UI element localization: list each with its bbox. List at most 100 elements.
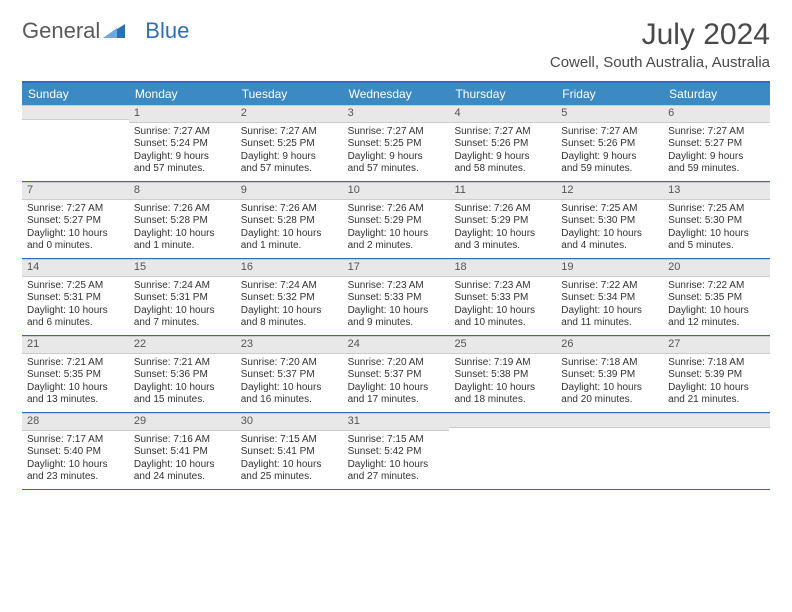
- day-number: 2: [236, 105, 343, 123]
- day-line: Daylight: 9 hours: [668, 151, 765, 164]
- day-line: Sunrise: 7:25 AM: [668, 203, 765, 216]
- day-line: Sunset: 5:30 PM: [561, 215, 658, 228]
- day-line: Sunrise: 7:26 AM: [454, 203, 551, 216]
- day-number: 17: [343, 259, 450, 277]
- day-line: and 0 minutes.: [27, 240, 124, 253]
- day-header-cell: Saturday: [663, 83, 770, 105]
- day-cell: 1Sunrise: 7:27 AMSunset: 5:24 PMDaylight…: [129, 105, 236, 181]
- logo: General Blue: [22, 18, 189, 44]
- day-content: Sunrise: 7:25 AMSunset: 5:31 PMDaylight:…: [22, 277, 129, 335]
- logo-text-general: General: [22, 18, 100, 44]
- day-line: Sunrise: 7:27 AM: [27, 203, 124, 216]
- day-cell: 10Sunrise: 7:26 AMSunset: 5:29 PMDayligh…: [343, 182, 450, 258]
- day-number: 5: [556, 105, 663, 123]
- day-number: 21: [22, 336, 129, 354]
- day-line: Sunset: 5:28 PM: [241, 215, 338, 228]
- day-cell: 13Sunrise: 7:25 AMSunset: 5:30 PMDayligh…: [663, 182, 770, 258]
- day-cell: 21Sunrise: 7:21 AMSunset: 5:35 PMDayligh…: [22, 336, 129, 412]
- day-cell: 2Sunrise: 7:27 AMSunset: 5:25 PMDaylight…: [236, 105, 343, 181]
- week-row: 7Sunrise: 7:27 AMSunset: 5:27 PMDaylight…: [22, 182, 770, 259]
- header: General Blue July 2024 Cowell, South Aus…: [22, 18, 770, 71]
- day-line: Sunrise: 7:27 AM: [348, 126, 445, 139]
- day-line: Sunrise: 7:18 AM: [668, 357, 765, 370]
- day-line: Sunrise: 7:21 AM: [134, 357, 231, 370]
- day-line: Daylight: 10 hours: [27, 382, 124, 395]
- day-number: 4: [449, 105, 556, 123]
- day-line: Sunset: 5:41 PM: [134, 446, 231, 459]
- day-line: Sunset: 5:42 PM: [348, 446, 445, 459]
- day-line: Sunset: 5:39 PM: [561, 369, 658, 382]
- day-line: Sunset: 5:33 PM: [454, 292, 551, 305]
- day-content: Sunrise: 7:18 AMSunset: 5:39 PMDaylight:…: [663, 354, 770, 412]
- day-number: 9: [236, 182, 343, 200]
- day-line: Sunset: 5:26 PM: [454, 138, 551, 151]
- day-line: and 58 minutes.: [454, 163, 551, 176]
- day-number: 14: [22, 259, 129, 277]
- day-line: Sunrise: 7:21 AM: [27, 357, 124, 370]
- day-number: 19: [556, 259, 663, 277]
- day-line: Daylight: 9 hours: [454, 151, 551, 164]
- day-line: Sunset: 5:33 PM: [348, 292, 445, 305]
- day-cell: [663, 413, 770, 489]
- day-line: and 57 minutes.: [241, 163, 338, 176]
- day-line: Sunrise: 7:19 AM: [454, 357, 551, 370]
- day-content: Sunrise: 7:18 AMSunset: 5:39 PMDaylight:…: [556, 354, 663, 412]
- day-header-row: SundayMondayTuesdayWednesdayThursdayFrid…: [22, 83, 770, 105]
- day-line: and 57 minutes.: [134, 163, 231, 176]
- day-line: Sunset: 5:29 PM: [454, 215, 551, 228]
- day-header-cell: Monday: [129, 83, 236, 105]
- day-line: Daylight: 9 hours: [241, 151, 338, 164]
- day-line: and 15 minutes.: [134, 394, 231, 407]
- day-line: Daylight: 10 hours: [241, 305, 338, 318]
- day-number: 10: [343, 182, 450, 200]
- day-cell: 23Sunrise: 7:20 AMSunset: 5:37 PMDayligh…: [236, 336, 343, 412]
- day-content: Sunrise: 7:27 AMSunset: 5:25 PMDaylight:…: [343, 123, 450, 181]
- day-content: Sunrise: 7:21 AMSunset: 5:35 PMDaylight:…: [22, 354, 129, 412]
- day-line: and 59 minutes.: [561, 163, 658, 176]
- day-number: 11: [449, 182, 556, 200]
- day-number: 16: [236, 259, 343, 277]
- day-content: Sunrise: 7:25 AMSunset: 5:30 PMDaylight:…: [663, 200, 770, 258]
- day-line: Sunset: 5:36 PM: [134, 369, 231, 382]
- day-number: 23: [236, 336, 343, 354]
- day-number: [556, 413, 663, 428]
- day-line: Daylight: 10 hours: [668, 382, 765, 395]
- day-line: Daylight: 10 hours: [348, 228, 445, 241]
- day-content: Sunrise: 7:24 AMSunset: 5:32 PMDaylight:…: [236, 277, 343, 335]
- day-line: Daylight: 10 hours: [668, 228, 765, 241]
- day-cell: 6Sunrise: 7:27 AMSunset: 5:27 PMDaylight…: [663, 105, 770, 181]
- day-line: Sunset: 5:32 PM: [241, 292, 338, 305]
- day-cell: 12Sunrise: 7:25 AMSunset: 5:30 PMDayligh…: [556, 182, 663, 258]
- day-line: and 20 minutes.: [561, 394, 658, 407]
- day-line: and 11 minutes.: [561, 317, 658, 330]
- day-cell: 25Sunrise: 7:19 AMSunset: 5:38 PMDayligh…: [449, 336, 556, 412]
- day-line: Sunset: 5:25 PM: [241, 138, 338, 151]
- day-line: Sunset: 5:29 PM: [348, 215, 445, 228]
- day-content: Sunrise: 7:17 AMSunset: 5:40 PMDaylight:…: [22, 431, 129, 489]
- day-line: Sunset: 5:34 PM: [561, 292, 658, 305]
- day-line: Daylight: 10 hours: [241, 228, 338, 241]
- day-line: Sunrise: 7:22 AM: [561, 280, 658, 293]
- day-line: and 10 minutes.: [454, 317, 551, 330]
- day-cell: 9Sunrise: 7:26 AMSunset: 5:28 PMDaylight…: [236, 182, 343, 258]
- day-line: and 8 minutes.: [241, 317, 338, 330]
- day-content: Sunrise: 7:19 AMSunset: 5:38 PMDaylight:…: [449, 354, 556, 412]
- day-cell: 29Sunrise: 7:16 AMSunset: 5:41 PMDayligh…: [129, 413, 236, 489]
- day-cell: 17Sunrise: 7:23 AMSunset: 5:33 PMDayligh…: [343, 259, 450, 335]
- logo-text-blue: Blue: [145, 18, 189, 44]
- day-content: Sunrise: 7:24 AMSunset: 5:31 PMDaylight:…: [129, 277, 236, 335]
- day-number: 6: [663, 105, 770, 123]
- day-line: Sunset: 5:27 PM: [668, 138, 765, 151]
- day-line: and 9 minutes.: [348, 317, 445, 330]
- day-line: and 12 minutes.: [668, 317, 765, 330]
- day-line: Sunrise: 7:15 AM: [241, 434, 338, 447]
- day-header-cell: Thursday: [449, 83, 556, 105]
- day-line: Sunrise: 7:27 AM: [134, 126, 231, 139]
- day-line: Sunset: 5:25 PM: [348, 138, 445, 151]
- day-content: Sunrise: 7:26 AMSunset: 5:29 PMDaylight:…: [449, 200, 556, 258]
- day-content: Sunrise: 7:27 AMSunset: 5:27 PMDaylight:…: [663, 123, 770, 181]
- day-cell: 18Sunrise: 7:23 AMSunset: 5:33 PMDayligh…: [449, 259, 556, 335]
- day-line: Sunrise: 7:27 AM: [668, 126, 765, 139]
- day-content: Sunrise: 7:26 AMSunset: 5:28 PMDaylight:…: [129, 200, 236, 258]
- day-line: Daylight: 10 hours: [348, 382, 445, 395]
